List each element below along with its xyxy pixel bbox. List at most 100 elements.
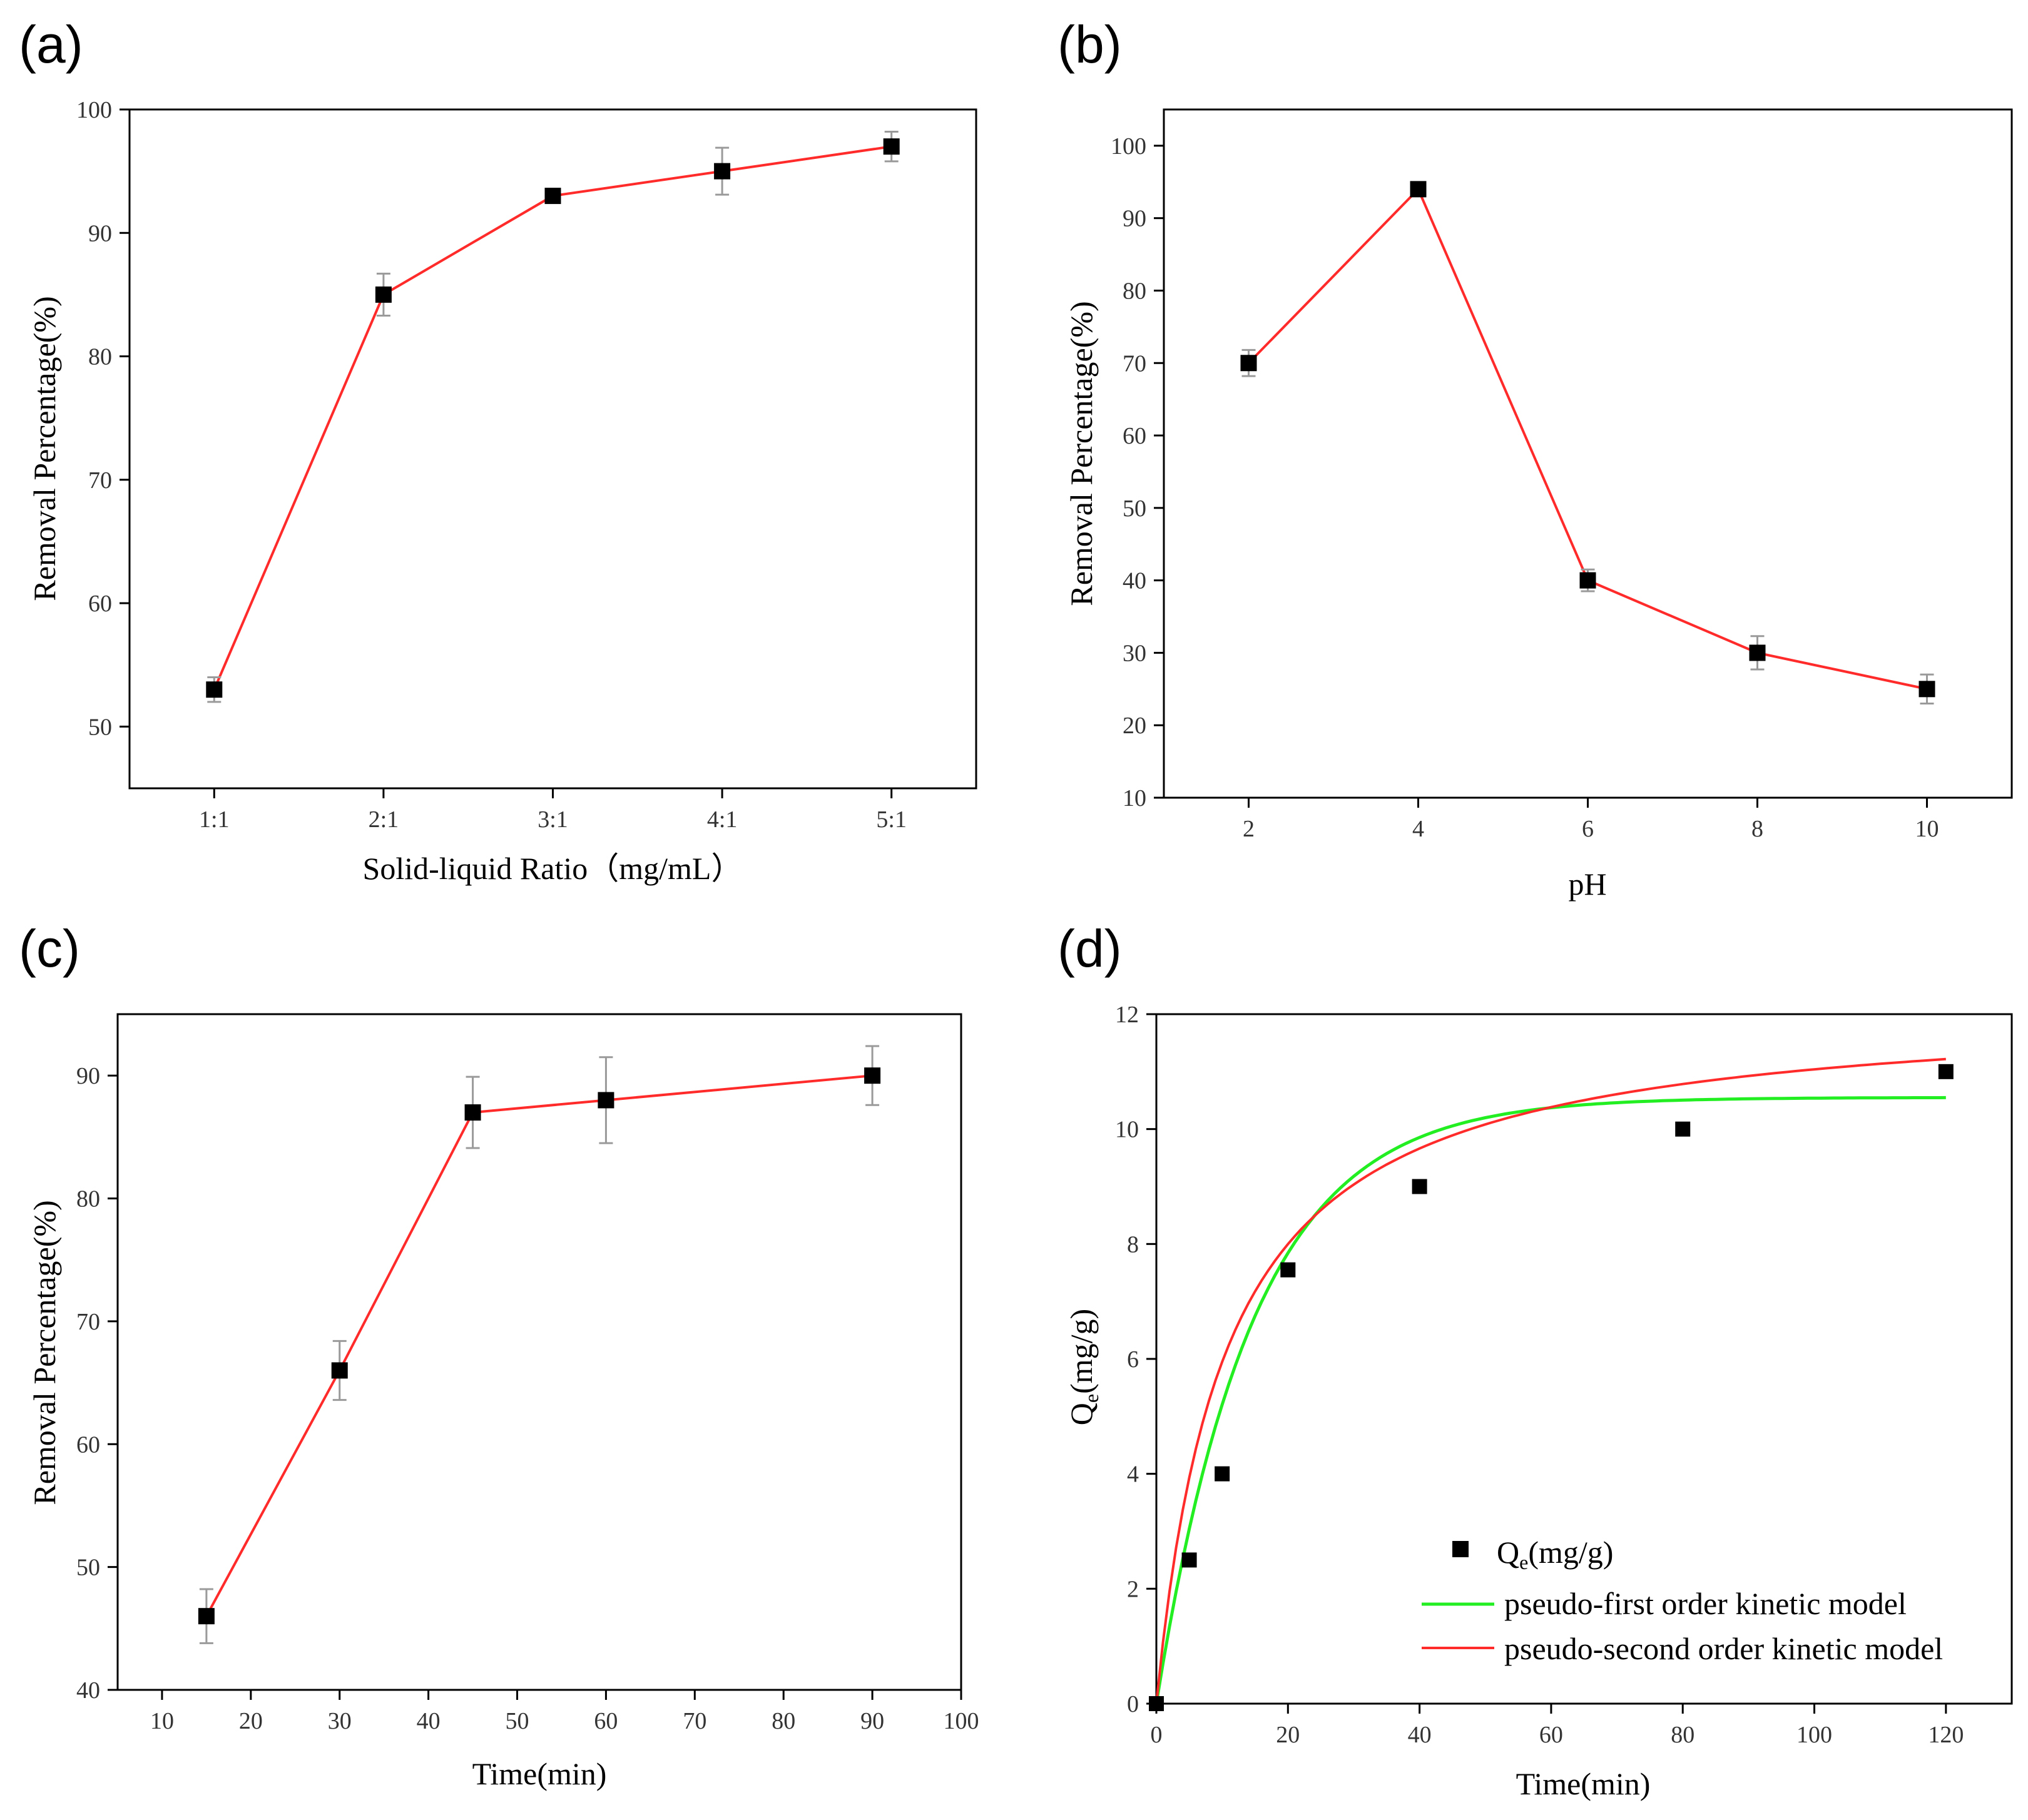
data-point [1675,1121,1691,1137]
x-tick-label: 100 [944,1708,979,1734]
legend-label-second-order: pseudo-second order kinetic model [1504,1631,1943,1666]
data-point [883,138,900,155]
data-point [864,1067,881,1084]
y-tick-label: 50 [88,714,112,740]
panel-c-label: (c) [19,919,80,978]
x-tick-label: 4:1 [707,806,738,833]
y-tick-label: 70 [88,467,112,494]
y-tick-label: 90 [1123,206,1146,232]
legend-label-qe-rest: (mg/g) [1528,1535,1613,1570]
data-point [464,1104,481,1121]
panel-a: (a) 1:1 2:1 3:1 4:1 5:1 50 60 70 80 90 1… [19,15,977,886]
y-tick-label: 100 [76,97,112,123]
data-point [198,1608,215,1625]
x-tick-label: 6 [1582,816,1594,842]
y-tick-label: 90 [88,220,112,247]
x-axis-title-a: Solid-liquid Ratio（mg/mL） [363,851,743,886]
x-tick-label: 90 [860,1708,884,1734]
y-tick-label: 12 [1115,1002,1139,1028]
x-tick-label: 70 [683,1708,706,1734]
y-tick-label: 90 [76,1063,100,1089]
data-point [1579,572,1596,589]
data-point [1749,644,1766,661]
series-line [1248,186,1927,691]
x-tick-label: 60 [594,1708,618,1734]
y-tick-label: 40 [1123,568,1146,594]
y-tick-label: 60 [88,591,112,617]
legend-marker-square [1452,1541,1469,1557]
y-tick-label: 4 [1127,1462,1139,1488]
data-b [1240,181,1935,704]
x-tick-label: 8 [1751,816,1763,842]
y-tick-label: 8 [1127,1231,1139,1258]
series-line [205,1074,873,1617]
x-tick-label: 0 [1151,1722,1163,1748]
x-tick-label: 80 [1671,1722,1694,1748]
legend-label-qe-sub: e [1519,1551,1528,1573]
panel-b-label: (b) [1057,15,1122,74]
y-axis-title-d-rest: (mg/g) [1064,1309,1099,1394]
series-line [213,145,892,690]
x-tick-label: 10 [1915,816,1939,842]
data-point [1410,181,1427,198]
y-axis-title-a: Removal Percentage(%) [27,296,62,601]
y-tick-label: 6 [1127,1346,1139,1373]
y-tick-label: 70 [1123,350,1146,377]
data-point [544,188,561,205]
plot-frame-c [116,1013,962,1691]
panel-b: (b) 2 4 6 8 10 10 20 30 40 50 60 70 80 9… [1057,15,2013,902]
x-tick-label: 30 [328,1708,352,1734]
ticks-a [120,108,893,798]
y-tick-label: 50 [1123,496,1146,522]
x-tick-labels-d: 0 20 40 60 80 100 120 [1151,1722,1964,1748]
panel-d: (d) 0 20 40 60 80 100 120 0 2 4 6 8 10 1… [1057,919,2013,1801]
y-tick-label: 80 [88,344,112,370]
ticks-c [108,1074,962,1700]
x-tick-label: 40 [1408,1722,1432,1748]
y-tick-label: 40 [76,1677,100,1704]
data-c [198,1045,881,1644]
x-tick-label: 4 [1412,816,1424,842]
y-tick-label: 60 [1123,423,1146,449]
y-axis-title-d-main: Q [1064,1403,1099,1425]
x-tick-labels-a: 1:1 2:1 3:1 4:1 5:1 [199,806,907,833]
x-tick-label: 5:1 [876,806,907,833]
x-tick-label: 100 [1796,1722,1832,1748]
data-point [1918,681,1935,698]
ticks-b [1154,145,1928,808]
x-axis-title-b: pH [1568,867,1606,902]
x-tick-labels-c: 10 20 30 40 50 60 70 80 90 100 [150,1708,979,1734]
data-point [331,1362,348,1379]
x-tick-label: 120 [1928,1722,1964,1748]
y-axis-title-b: Removal Percentage(%) [1064,301,1099,606]
legend-label-first-order: pseudo-first order kinetic model [1504,1586,1907,1621]
plot-frame-b [1163,108,2013,799]
x-axis-title-d: Time(min) [1516,1766,1651,1801]
x-tick-label: 20 [239,1708,263,1734]
y-tick-label: 10 [1115,1117,1139,1143]
panel-d-label: (d) [1057,919,1122,978]
second-order-fit-curve [1155,1057,1946,1704]
x-tick-labels-b: 2 4 6 8 10 [1243,816,1939,842]
data-point [1181,1552,1197,1568]
y-tick-label: 2 [1127,1576,1139,1602]
x-axis-title-c: Time(min) [472,1756,607,1791]
y-tick-label: 30 [1123,640,1146,666]
x-tick-label: 1:1 [199,806,230,833]
data-point [206,681,223,698]
y-tick-label: 80 [1123,278,1146,304]
x-tick-label: 60 [1539,1722,1563,1748]
y-tick-label: 10 [1123,785,1146,811]
x-tick-label: 20 [1276,1722,1300,1748]
y-axis-title-c: Removal Percentage(%) [27,1200,62,1505]
x-tick-label: 10 [150,1708,174,1734]
x-tick-label: 3:1 [538,806,568,833]
ticks-d [1146,1013,1947,1714]
x-tick-label: 2 [1243,816,1255,842]
data-point [1240,355,1257,372]
y-tick-label: 80 [76,1186,100,1212]
panel-c: (c) 10 20 30 40 50 60 70 80 90 100 40 50… [19,919,979,1791]
y-tick-label: 100 [1111,133,1146,160]
y-tick-labels-d: 0 2 4 6 8 10 12 [1115,1002,1139,1717]
